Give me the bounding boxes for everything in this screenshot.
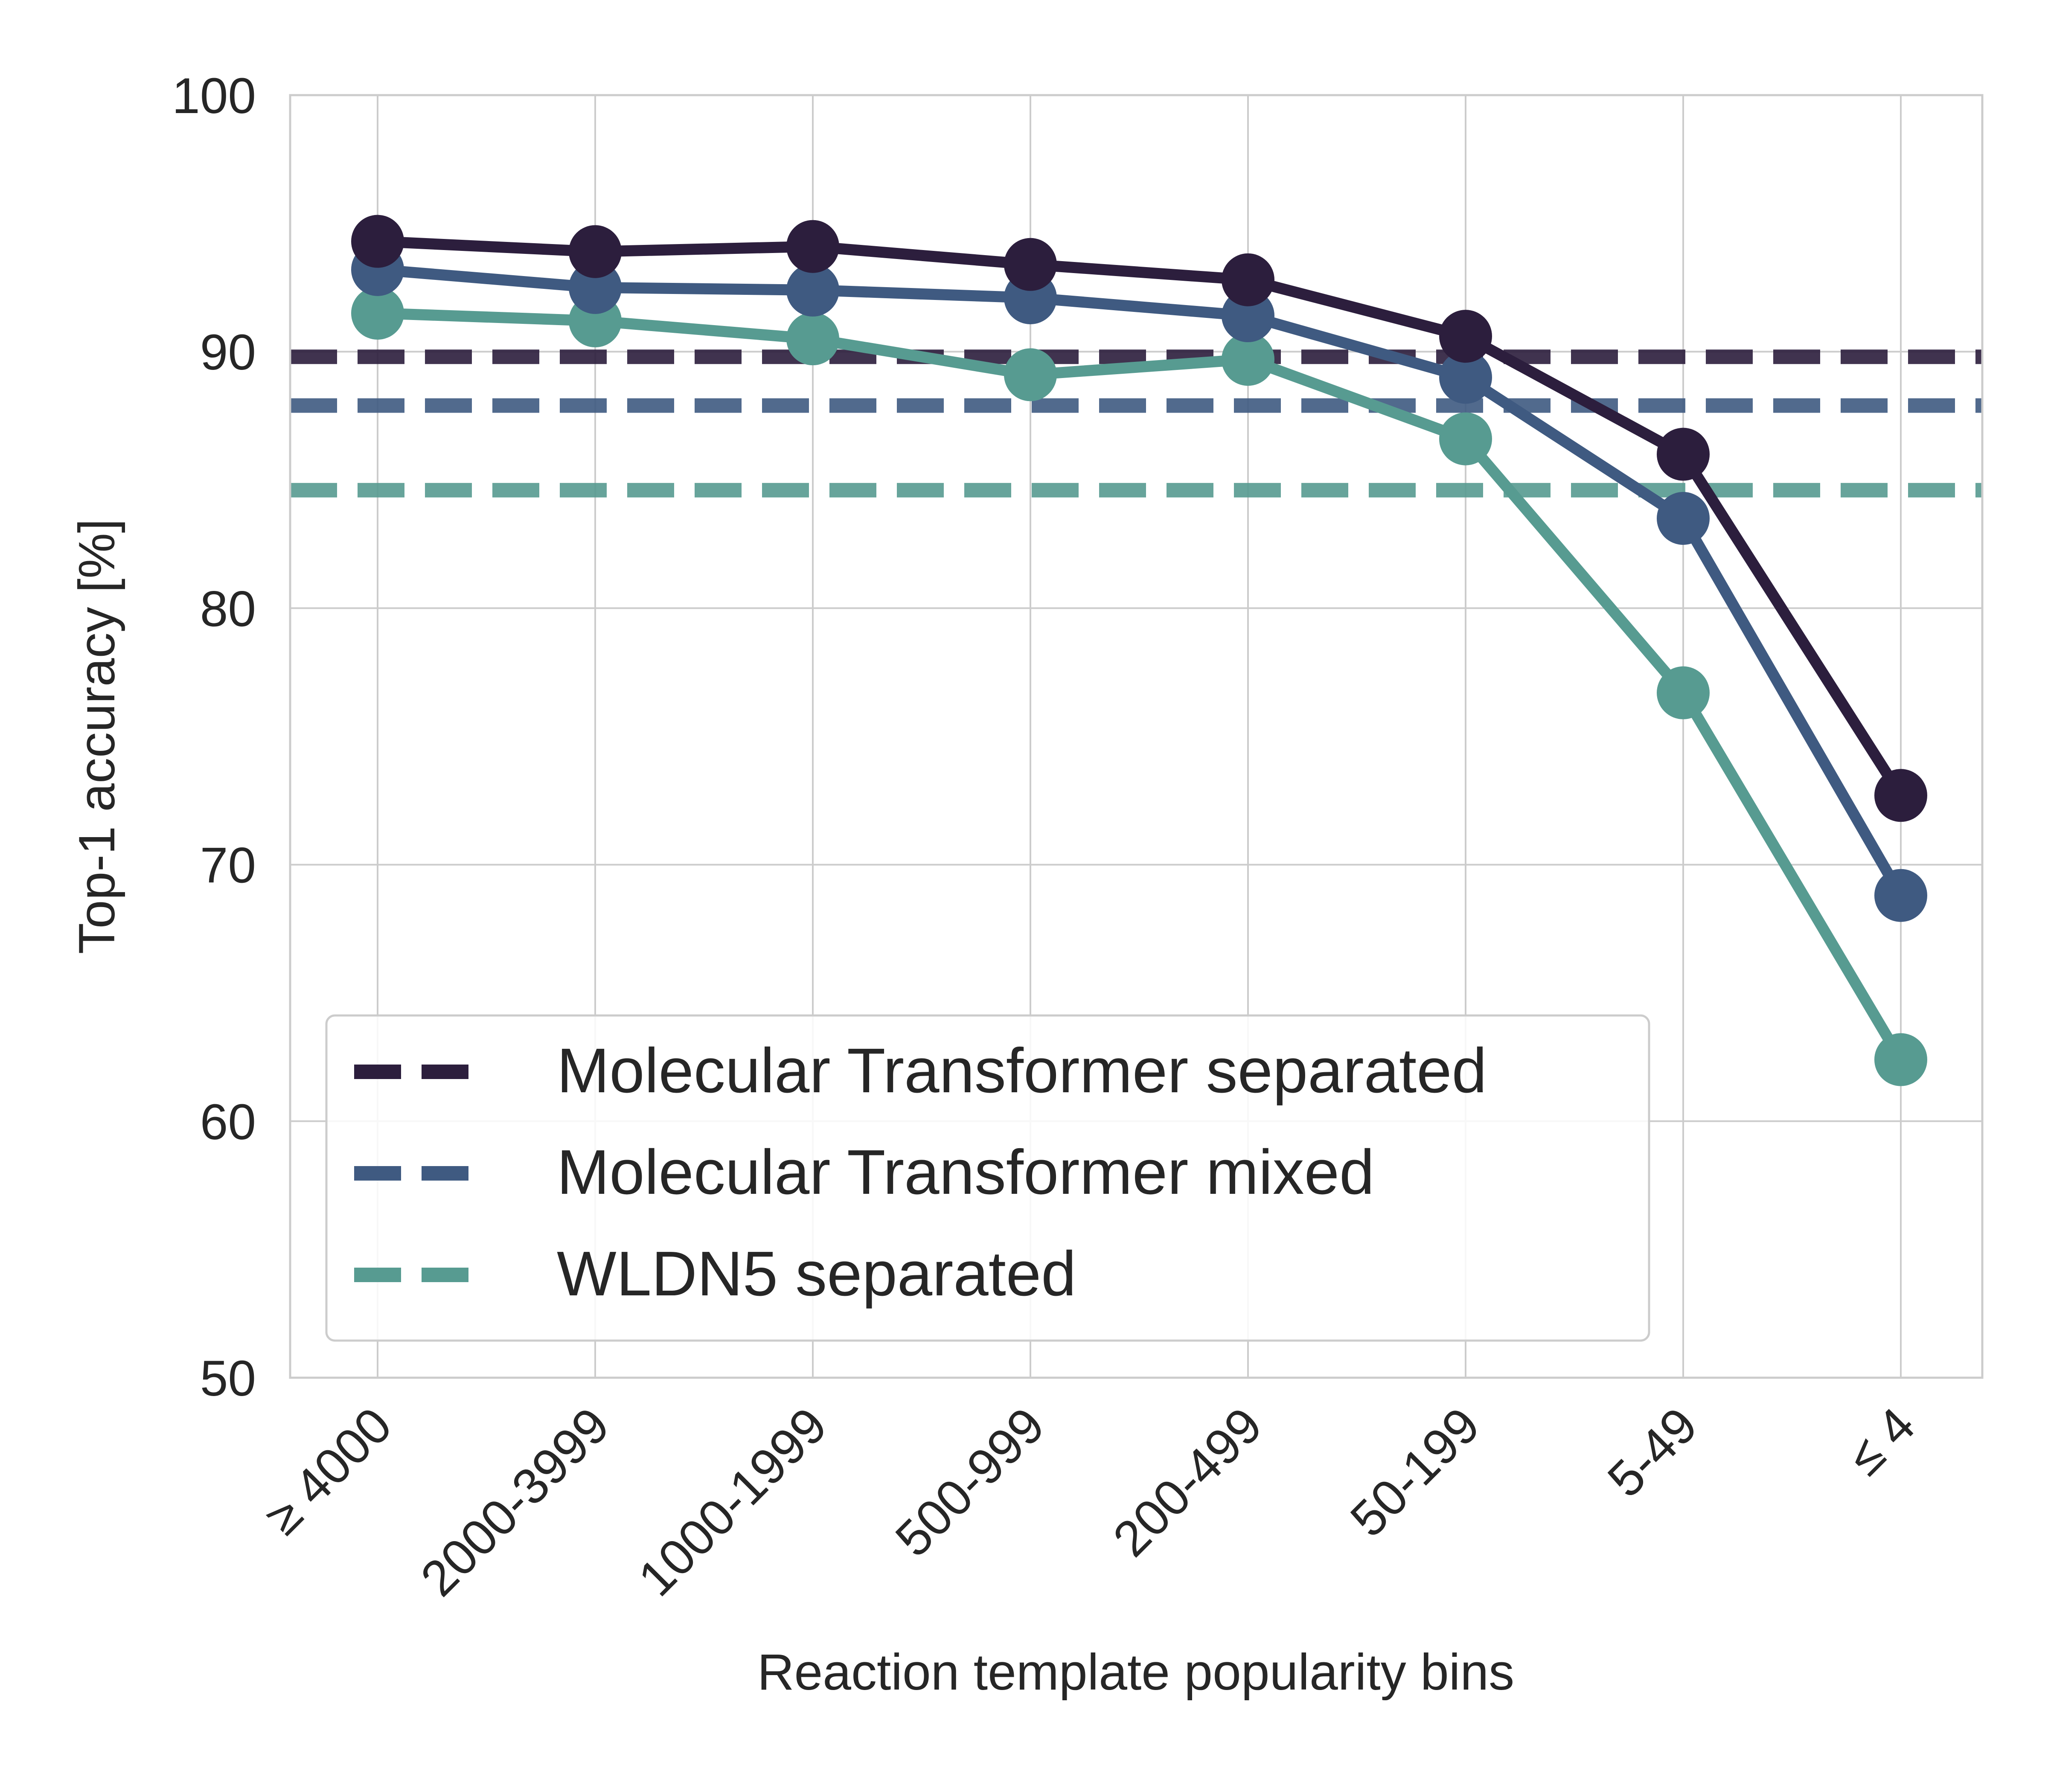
data-point	[1222, 253, 1274, 306]
data-point	[1439, 351, 1492, 404]
x-tick-label: 1000-1999	[628, 1397, 838, 1607]
data-point	[1657, 428, 1710, 481]
data-point	[1874, 869, 1927, 922]
data-point	[1439, 412, 1492, 465]
y-tick-labels: 50 60 70 80 90 100	[172, 68, 256, 1407]
series-line	[377, 264, 1906, 899]
x-tick-label: 5-49	[1597, 1397, 1708, 1508]
x-axis-label: Reaction template popularity bins	[757, 1644, 1514, 1701]
data-point	[1657, 492, 1710, 545]
data-point	[1439, 310, 1492, 363]
baseline-lines	[290, 349, 1982, 497]
data-point	[786, 312, 839, 366]
data-point	[1004, 348, 1057, 401]
y-tick-label: 60	[200, 1094, 256, 1150]
legend-label: WLDN5 separated	[557, 1239, 1076, 1309]
data-point	[1874, 1033, 1927, 1086]
x-tick-labels: ≥ 4000 2000-3999 1000-1999 500-999 200-499 50…	[254, 1397, 1926, 1607]
y-tick-label: 50	[200, 1350, 256, 1407]
plot-frame	[289, 94, 1984, 1379]
y-tick-label: 100	[172, 68, 256, 124]
data-point	[569, 225, 622, 278]
data-point	[1004, 238, 1057, 291]
series-lines	[351, 215, 1927, 1086]
data-point	[351, 287, 404, 340]
x-tick-label: 500-999	[885, 1397, 1056, 1568]
legend-box	[325, 1014, 1650, 1342]
y-tick-label: 90	[200, 324, 256, 381]
data-point	[1222, 333, 1274, 386]
series-line	[377, 308, 1906, 1063]
data-point	[1874, 769, 1927, 822]
data-point	[786, 220, 839, 273]
data-point	[1657, 666, 1710, 719]
legend: Molecular Transformer separated Molecular…	[325, 1014, 1650, 1342]
x-tick-label: 50-199	[1340, 1397, 1490, 1548]
series-line	[377, 236, 1905, 799]
x-tick-label: ≥ 4000	[254, 1397, 402, 1545]
data-point	[786, 263, 839, 317]
x-tick-label: ≤ 4	[1837, 1397, 1926, 1486]
data-point	[351, 215, 404, 268]
y-tick-label: 70	[200, 838, 256, 894]
x-tick-label: 200-499	[1103, 1397, 1273, 1568]
legend-label: Molecular Transformer separated	[557, 1036, 1487, 1106]
legend-label: Molecular Transformer mixed	[557, 1137, 1374, 1207]
x-tick-label: 2000-3999	[410, 1397, 620, 1607]
y-axis-label: Top-1 accuracy [%]	[68, 519, 125, 954]
y-tick-label: 80	[200, 581, 256, 637]
